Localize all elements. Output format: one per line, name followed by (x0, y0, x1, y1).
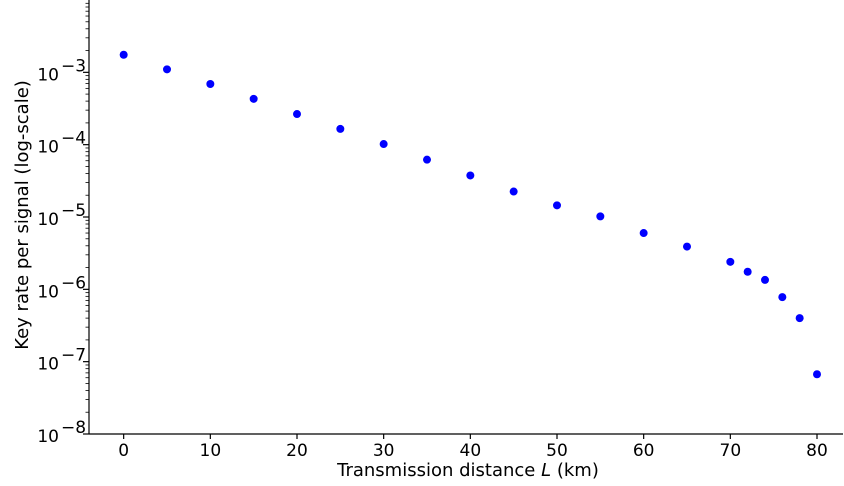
data-point (249, 94, 258, 103)
x-tick-label: 70 (720, 441, 742, 461)
data-point (293, 110, 301, 119)
y-tick-exponent: −5 (61, 201, 86, 221)
data-point (379, 140, 388, 149)
y-tick-label: 10 (37, 210, 59, 230)
data-point (509, 187, 518, 196)
y-tick-label: 10 (37, 65, 59, 85)
x-tick-label: 40 (460, 441, 482, 461)
x-tick-label: 20 (286, 441, 308, 461)
data-point (639, 229, 648, 238)
y-tick-label: 10 (37, 138, 59, 158)
y-tick-exponent: −8 (61, 418, 86, 438)
data-point (743, 267, 752, 276)
y-axis-label: Key rate per signal (log-scale) (12, 80, 33, 350)
y-tick-label: 10 (37, 427, 59, 447)
x-tick-label: 30 (373, 441, 395, 461)
y-tick-exponent: −6 (61, 273, 86, 293)
x-tick-label: 60 (633, 441, 655, 461)
x-axis-ticks: 0 10 20 30 40 50 60 70 80 (118, 434, 828, 461)
x-tick-label: 10 (200, 441, 222, 461)
y-tick-label: 10 (37, 282, 59, 302)
data-points (119, 50, 821, 379)
data-point (553, 201, 561, 210)
data-point (163, 65, 171, 74)
x-tick-label: 50 (546, 441, 568, 461)
y-tick-label: 10 (37, 355, 59, 375)
data-point (423, 155, 431, 164)
data-point (683, 242, 691, 251)
data-point (466, 171, 475, 180)
y-tick-exponent: −3 (61, 56, 86, 76)
data-point (726, 257, 735, 266)
data-point (206, 79, 215, 88)
y-axis-ticks: 10−810−710−610−510−410−3 (37, 56, 89, 447)
data-point (119, 50, 128, 59)
data-point (336, 124, 345, 133)
y-tick-exponent: −7 (61, 346, 86, 366)
y-tick-exponent: −4 (61, 129, 86, 149)
x-tick-label: 80 (806, 441, 828, 461)
x-axis-label: Transmission distance L (km) (336, 460, 599, 481)
data-point (761, 275, 769, 284)
data-point (795, 314, 804, 323)
x-tick-label: 0 (118, 441, 129, 461)
data-point (596, 212, 605, 221)
data-point (778, 293, 787, 302)
data-point (813, 370, 821, 379)
